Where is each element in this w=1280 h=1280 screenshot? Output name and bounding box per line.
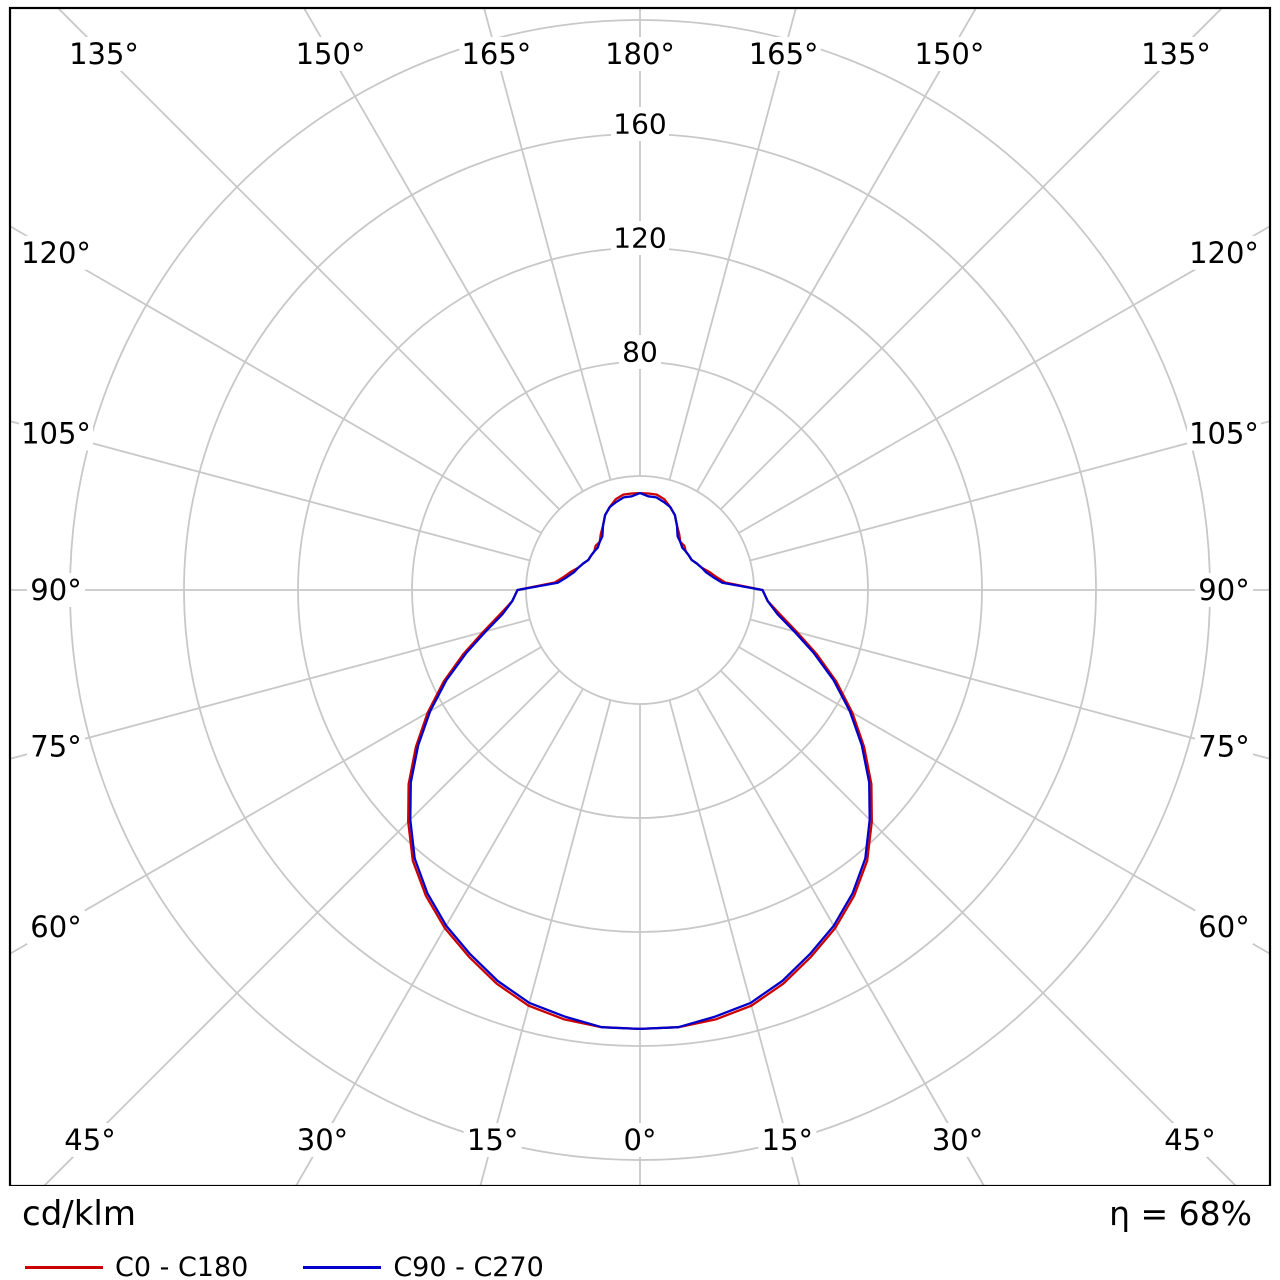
angle-label: 15° [467,1123,518,1157]
label-halo [619,335,661,369]
grid-spoke [10,225,542,534]
label-halo [611,221,669,255]
label-halo [293,1123,352,1157]
label-halo [463,1123,522,1157]
angle-label: 80 [622,336,658,369]
angle-label: 0° [624,1123,657,1157]
angle-label: 105° [21,417,91,451]
label-halo [293,37,368,71]
label-halo [27,729,85,764]
angle-label: 150° [296,37,366,71]
grid-spoke [719,8,1224,511]
label-halo [603,37,677,71]
label-halo [1139,37,1213,71]
label-halo [27,573,85,607]
grid-spoke [479,699,612,1186]
angle-label: 90° [1198,573,1249,607]
plot-border [8,6,1272,1186]
grid-spoke [668,699,801,1186]
grid-spoke [696,8,978,492]
angle-label: 105° [1189,417,1259,451]
legend-label-c0: C0 - C180 [115,1252,249,1280]
label-halo [611,107,669,141]
label-halo [1195,910,1253,945]
grid-spoke [56,8,561,511]
grid-spoke [10,618,531,760]
angle-label: 15° [762,1123,813,1157]
label-halo [758,1123,817,1157]
label-halo [459,37,534,71]
grid-spoke [10,646,542,955]
angle-label: 150° [915,37,985,71]
angle-label: 75° [1198,729,1249,763]
grid-spoke [738,646,1270,955]
angle-label: 120 [613,222,666,255]
label-halo [619,1123,661,1157]
angle-label: 30° [297,1123,348,1157]
label-halo [67,37,141,71]
angle-labels: 0° 15° 15° 30° 30° 45° 45° 60° 60° 75° 75° 90° 90° 10… [19,37,1261,1157]
radial-labels: 80 120 160 [611,107,669,369]
grid-spoke [302,8,584,492]
angle-label: 30° [932,1123,983,1157]
label-halo [1187,416,1261,451]
grid-spoke [719,669,1238,1186]
angle-label: 135° [69,37,139,71]
label-halo [19,416,93,451]
angle-label: 90° [30,573,81,607]
angle-label: 120° [1189,236,1259,270]
label-halo [912,37,987,71]
grid-spoke [696,688,986,1186]
angle-label: 165° [461,37,531,71]
grid-spoke [294,688,584,1186]
polar-chart: 0° 15° 15° 30° 30° 45° 45° 60° 60° 75° 75° 90° 90° 10… [8,6,1272,1186]
grid-spoke [738,225,1270,534]
label-halo [27,910,85,945]
label-halo [1161,1123,1219,1157]
label-halo [1187,235,1261,270]
grid-spoke [42,669,561,1186]
units-label: cd/klm [22,1194,136,1234]
angle-label: 160 [613,108,666,141]
angle-label: 75° [30,729,81,763]
angle-label: 180° [605,37,675,71]
c90-line-swatch [303,1266,382,1269]
angle-label: 45° [64,1123,115,1157]
label-halo [1195,729,1253,764]
angle-label: 120° [21,236,91,270]
legend-label-c90: C90 - C270 [393,1252,544,1280]
angle-label: 45° [1164,1123,1215,1157]
angle-label: 135° [1141,37,1211,71]
label-halo [928,1123,987,1157]
intensity-curves [407,491,873,1031]
legend-item-c0: C0 - C180 [25,1252,248,1280]
legend-item-c90: C90 - C270 [303,1252,544,1280]
label-halo [61,1123,119,1157]
label-halo [19,235,93,270]
c0-line-swatch [25,1266,103,1269]
angle-label: 165° [749,37,819,71]
grid-spoke [10,420,531,562]
curve-c90-c270 [409,491,871,1031]
efficiency-label: η = 68% [1109,1194,1252,1233]
label-halo [1195,573,1253,607]
grid-spoke [749,618,1270,760]
label-halo [746,37,821,71]
grid-spoke [749,420,1270,562]
angle-label: 60° [30,910,81,944]
angle-label: 60° [1198,910,1249,944]
legend: C0 - C180 C90 - C270 [25,1252,544,1280]
